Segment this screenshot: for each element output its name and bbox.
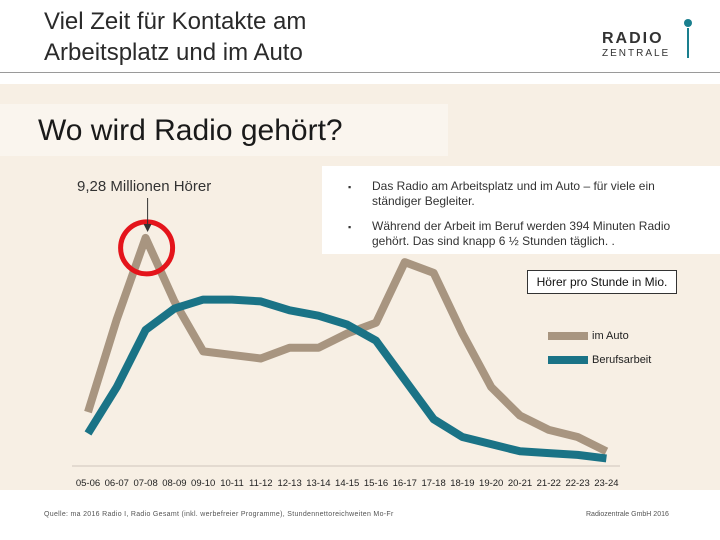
x-tick-label-15-16: 15-16 [364, 478, 388, 489]
peak-arrow-head-icon [143, 224, 152, 232]
series-line-auto [84, 233, 609, 455]
legend-label-auto: im Auto [592, 330, 629, 342]
x-tick-label-12-13: 12-13 [277, 478, 301, 489]
header-divider [0, 72, 720, 73]
x-tick-label-07-08: 07-08 [133, 478, 157, 489]
x-tick-label-21-22: 21-22 [537, 478, 561, 489]
x-tick-label-18-19: 18-19 [450, 478, 474, 489]
legend-label-beruf: Berufsarbeit [592, 354, 652, 366]
bullet-text-2: Während der Arbeit im Beruf werden 394 M… [372, 219, 671, 248]
bullet-marker-1: ▪ [348, 182, 352, 192]
legend-title: Hörer pro Stunde in Mio. [527, 270, 677, 294]
x-tick-label-09-10: 09-10 [191, 478, 215, 489]
x-tick-label-10-11: 10-11 [220, 478, 244, 489]
footer-company: Radiozentrale GmbH 2016 [586, 511, 669, 518]
peak-listeners-label: 9,28 Millionen Hörer [77, 178, 212, 195]
slide-title: Viel Zeit für Kontakte am Arbeitsplatz u… [44, 6, 464, 68]
x-tick-label-17-18: 17-18 [421, 478, 445, 489]
x-tick-label-05-06: 05-06 [76, 478, 100, 489]
x-tick-label-20-21: 20-21 [508, 478, 532, 489]
x-tick-label-23-24: 23-24 [594, 478, 618, 489]
logo-bar-icon [687, 28, 689, 58]
x-tick-label-14-15: 14-15 [335, 478, 359, 489]
panel-title: Wo wird Radio gehört? [38, 114, 343, 147]
logo-text-zentrale: ZENTRALE [602, 48, 671, 59]
bullet-text-1: Das Radio am Arbeitsplatz und im Auto – … [372, 179, 655, 208]
x-tick-label-19-20: 19-20 [479, 478, 503, 489]
x-tick-label-06-07: 06-07 [105, 478, 129, 489]
bullet-marker-2: ▪ [348, 222, 352, 232]
x-tick-label-11-12: 11-12 [249, 478, 273, 489]
x-tick-label-13-14: 13-14 [306, 478, 330, 489]
radio-zentrale-logo: RADIO ZENTRALE [598, 16, 698, 62]
slide-title-line1: Viel Zeit für Kontakte am [44, 8, 307, 35]
x-tick-label-16-17: 16-17 [393, 478, 417, 489]
logo-text-radio: RADIO [602, 30, 664, 47]
series-line-beruf [84, 295, 607, 463]
x-tick-label-22-23: 22-23 [565, 478, 589, 489]
peak-highlight-circle [118, 219, 176, 277]
x-tick-label-08-09: 08-09 [162, 478, 186, 489]
slide-title-line2: Arbeitsplatz und im Auto [44, 39, 303, 66]
panel-title-box [0, 104, 448, 156]
bullet-box: ▪ Das Radio am Arbeitsplatz und im Auto … [322, 166, 720, 254]
footer-source: Quelle: ma 2016 Radio I, Radio Gesamt (i… [44, 511, 394, 518]
legend-swatch-beruf [548, 356, 588, 364]
legend-swatch-auto [548, 332, 588, 340]
logo-dot-icon [684, 19, 692, 27]
